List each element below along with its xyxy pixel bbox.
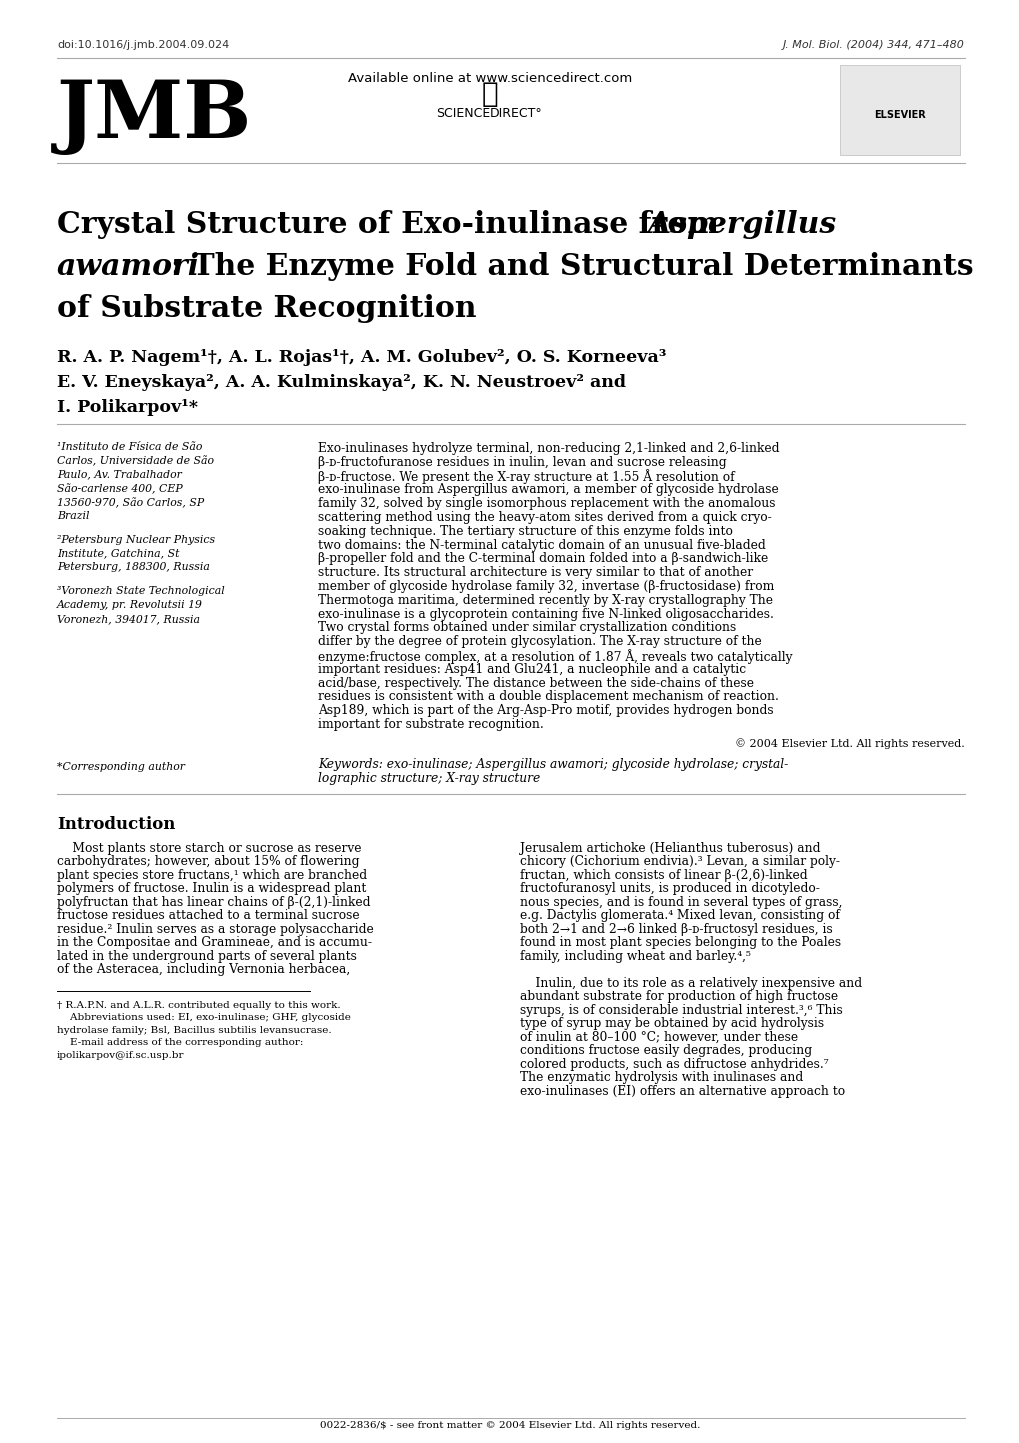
Text: of Substrate Recognition: of Substrate Recognition [57,294,476,323]
Text: Asp189, which is part of the Arg-Asp-Pro motif, provides hydrogen bonds: Asp189, which is part of the Arg-Asp-Pro… [318,704,772,717]
Text: important residues: Asp41 and Glu241, a nucleophile and a catalytic: important residues: Asp41 and Glu241, a … [318,662,745,675]
Text: Paulo, Av. Trabalhador: Paulo, Av. Trabalhador [57,469,181,479]
Text: ²Petersburg Nuclear Physics: ²Petersburg Nuclear Physics [57,535,215,545]
Text: Exo-inulinases hydrolyze terminal, non-reducing 2,1-linked and 2,6-linked: Exo-inulinases hydrolyze terminal, non-r… [318,442,779,455]
Text: R. A. P. Nagem¹†, A. L. Rojas¹†, A. M. Golubev², O. S. Korneeva³: R. A. P. Nagem¹†, A. L. Rojas¹†, A. M. G… [57,349,665,367]
Text: fructose residues attached to a terminal sucrose: fructose residues attached to a terminal… [57,909,360,922]
Text: São-carlense 400, CEP: São-carlense 400, CEP [57,483,182,494]
Text: Academy, pr. Revolutsii 19: Academy, pr. Revolutsii 19 [57,600,203,610]
Text: colored products, such as difructose anhydrides.⁷: colored products, such as difructose anh… [520,1058,827,1071]
Text: Thermotoga maritima, determined recently by X-ray crystallography The: Thermotoga maritima, determined recently… [318,595,772,608]
Text: structure. Its structural architecture is very similar to that of another: structure. Its structural architecture i… [318,566,752,579]
Text: Available online at www.sciencedirect.com: Available online at www.sciencedirect.co… [347,72,632,85]
Text: β-ᴅ-fructofuranose residues in inulin, levan and sucrose releasing: β-ᴅ-fructofuranose residues in inulin, l… [318,456,726,469]
Text: fructan, which consists of linear β-(2,6)-linked: fructan, which consists of linear β-(2,6… [520,869,807,882]
Text: *Corresponding author: *Corresponding author [57,762,184,772]
Text: residues is consistent with a double displacement mechanism of reaction.: residues is consistent with a double dis… [318,690,779,703]
Text: E. V. Eneyskaya², A. A. Kulminskaya², K. N. Neustroev² and: E. V. Eneyskaya², A. A. Kulminskaya², K.… [57,374,626,391]
Text: 13560-970, São Carlos, SP: 13560-970, São Carlos, SP [57,498,204,508]
Text: fructofuranosyl units, is produced in dicotyledo-: fructofuranosyl units, is produced in di… [520,882,819,895]
Text: plant species store fructans,¹ which are branched: plant species store fructans,¹ which are… [57,869,367,882]
Text: scattering method using the heavy-atom sites derived from a quick cryo-: scattering method using the heavy-atom s… [318,511,771,524]
Text: Jerusalem artichoke (Helianthus tuberosus) and: Jerusalem artichoke (Helianthus tuberosu… [520,841,819,854]
Text: family, including wheat and barley.⁴,⁵: family, including wheat and barley.⁴,⁵ [520,949,750,962]
Text: ELSEVIER: ELSEVIER [873,110,925,120]
Text: two domains: the N-terminal catalytic domain of an unusual five-bladed: two domains: the N-terminal catalytic do… [318,538,765,551]
Text: in the Compositae and Gramineae, and is accumu-: in the Compositae and Gramineae, and is … [57,937,372,949]
Text: Keywords: exo-inulinase; Aspergillus awamori; glycoside hydrolase; crystal-: Keywords: exo-inulinase; Aspergillus awa… [318,758,788,771]
Text: Brazil: Brazil [57,511,90,521]
Text: J. Mol. Biol. (2004) 344, 471–480: J. Mol. Biol. (2004) 344, 471–480 [783,40,964,51]
Text: † R.A.P.N. and A.L.R. contributed equally to this work.: † R.A.P.N. and A.L.R. contributed equall… [57,1000,340,1010]
Text: doi:10.1016/j.jmb.2004.09.024: doi:10.1016/j.jmb.2004.09.024 [57,40,229,51]
Text: soaking technique. The tertiary structure of this enzyme folds into: soaking technique. The tertiary structur… [318,525,733,538]
Text: Institute, Gatchina, St: Institute, Gatchina, St [57,548,179,558]
Text: e.g. Dactylis glomerata.⁴ Mixed levan, consisting of: e.g. Dactylis glomerata.⁴ Mixed levan, c… [520,909,839,922]
Text: Petersburg, 188300, Russia: Petersburg, 188300, Russia [57,563,210,573]
Text: Inulin, due to its role as a relatively inexpensive and: Inulin, due to its role as a relatively … [520,977,861,990]
Text: both 2→1 and 2→6 linked β-ᴅ-fructosyl residues, is: both 2→1 and 2→6 linked β-ᴅ-fructosyl re… [520,922,832,935]
Text: β-propeller fold and the C-terminal domain folded into a β-sandwich-like: β-propeller fold and the C-terminal doma… [318,553,767,566]
Text: nous species, and is found in several types of grass,: nous species, and is found in several ty… [520,896,842,909]
Text: exo-inulinase from Aspergillus awamori, a member of glycoside hydrolase: exo-inulinase from Aspergillus awamori, … [318,483,777,496]
Text: Crystal Structure of Exo-inulinase from: Crystal Structure of Exo-inulinase from [57,211,729,240]
Text: awamori: awamori [57,253,200,281]
Text: The enzymatic hydrolysis with inulinases and: The enzymatic hydrolysis with inulinases… [520,1071,803,1084]
Text: differ by the degree of protein glycosylation. The X-ray structure of the: differ by the degree of protein glycosyl… [318,635,761,648]
Text: SCIENCE: SCIENCE [435,107,489,120]
Text: DIRECT°: DIRECT° [489,107,542,120]
Text: Two crystal forms obtained under similar crystallization conditions: Two crystal forms obtained under similar… [318,622,736,635]
Text: ⓐ: ⓐ [481,79,498,108]
Text: family 32, solved by single isomorphous replacement with the anomalous: family 32, solved by single isomorphous … [318,498,774,511]
Text: type of syrup may be obtained by acid hydrolysis: type of syrup may be obtained by acid hy… [520,1017,823,1030]
Text: exo-inulinases (EI) offers an alternative approach to: exo-inulinases (EI) offers an alternativ… [520,1085,845,1098]
Text: of inulin at 80–100 °C; however, under these: of inulin at 80–100 °C; however, under t… [520,1030,797,1043]
Text: E-mail address of the corresponding author:: E-mail address of the corresponding auth… [57,1038,303,1048]
Text: ¹Instituto de Física de São: ¹Instituto de Física de São [57,442,202,452]
Text: ipolikarpov@if.sc.usp.br: ipolikarpov@if.sc.usp.br [57,1051,184,1059]
Text: residue.² Inulin serves as a storage polysaccharide: residue.² Inulin serves as a storage pol… [57,922,373,935]
Text: exo-inulinase is a glycoprotein containing five N-linked oligosaccharides.: exo-inulinase is a glycoprotein containi… [318,608,773,620]
Text: Abbreviations used: EI, exo-inulinase; GHF, glycoside: Abbreviations used: EI, exo-inulinase; G… [57,1013,351,1022]
Text: acid/base, respectively. The distance between the side-chains of these: acid/base, respectively. The distance be… [318,677,753,690]
Text: Introduction: Introduction [57,815,175,833]
Text: 0022-2836/$ - see front matter © 2004 Elsevier Ltd. All rights reserved.: 0022-2836/$ - see front matter © 2004 El… [320,1421,699,1430]
Text: polyfructan that has linear chains of β-(2,1)-linked: polyfructan that has linear chains of β-… [57,896,370,909]
Text: important for substrate recognition.: important for substrate recognition. [318,719,543,732]
Text: ³Voronezh State Technological: ³Voronezh State Technological [57,586,224,596]
Text: chicory (Cichorium endivia).³ Levan, a similar poly-: chicory (Cichorium endivia).³ Levan, a s… [520,856,840,869]
Text: © 2004 Elsevier Ltd. All rights reserved.: © 2004 Elsevier Ltd. All rights reserved… [735,737,964,749]
Text: found in most plant species belonging to the Poales: found in most plant species belonging to… [520,937,841,949]
Text: abundant substrate for production of high fructose: abundant substrate for production of hig… [520,990,838,1003]
Text: enzyme:fructose complex, at a resolution of 1.87 Å, reveals two catalytically: enzyme:fructose complex, at a resolution… [318,649,792,664]
Text: syrups, is of considerable industrial interest.³,⁶ This: syrups, is of considerable industrial in… [520,1003,842,1017]
Text: member of glycoside hydrolase family 32, invertase (β-fructosidase) from: member of glycoside hydrolase family 32,… [318,580,773,593]
Text: of the Asteracea, including Vernonia herbacea,: of the Asteracea, including Vernonia her… [57,962,350,975]
Text: hydrolase family; Bsl, Bacillus subtilis levansucrase.: hydrolase family; Bsl, Bacillus subtilis… [57,1026,331,1035]
Text: lated in the underground parts of several plants: lated in the underground parts of severa… [57,949,357,962]
Bar [840,65,959,154]
Text: carbohydrates; however, about 15% of flowering: carbohydrates; however, about 15% of flo… [57,856,359,869]
Text: Most plants store starch or sucrose as reserve: Most plants store starch or sucrose as r… [57,841,361,854]
Text: lographic structure; X-ray structure: lographic structure; X-ray structure [318,772,540,785]
Text: β-ᴅ-fructose. We present the X-ray structure at 1.55 Å resolution of: β-ᴅ-fructose. We present the X-ray struc… [318,469,734,485]
Text: Carlos, Universidade de São: Carlos, Universidade de São [57,456,214,466]
Text: conditions fructose easily degrades, producing: conditions fructose easily degrades, pro… [520,1045,811,1058]
Text: Aspergillus: Aspergillus [646,211,836,240]
Text: polymers of fructose. Inulin is a widespread plant: polymers of fructose. Inulin is a widesp… [57,882,366,895]
Text: : The Enzyme Fold and Structural Determinants: : The Enzyme Fold and Structural Determi… [171,253,973,281]
Text: Voronezh, 394017, Russia: Voronezh, 394017, Russia [57,613,200,623]
Text: I. Polikarpov¹*: I. Polikarpov¹* [57,400,198,416]
Text: JMB: JMB [57,76,252,154]
